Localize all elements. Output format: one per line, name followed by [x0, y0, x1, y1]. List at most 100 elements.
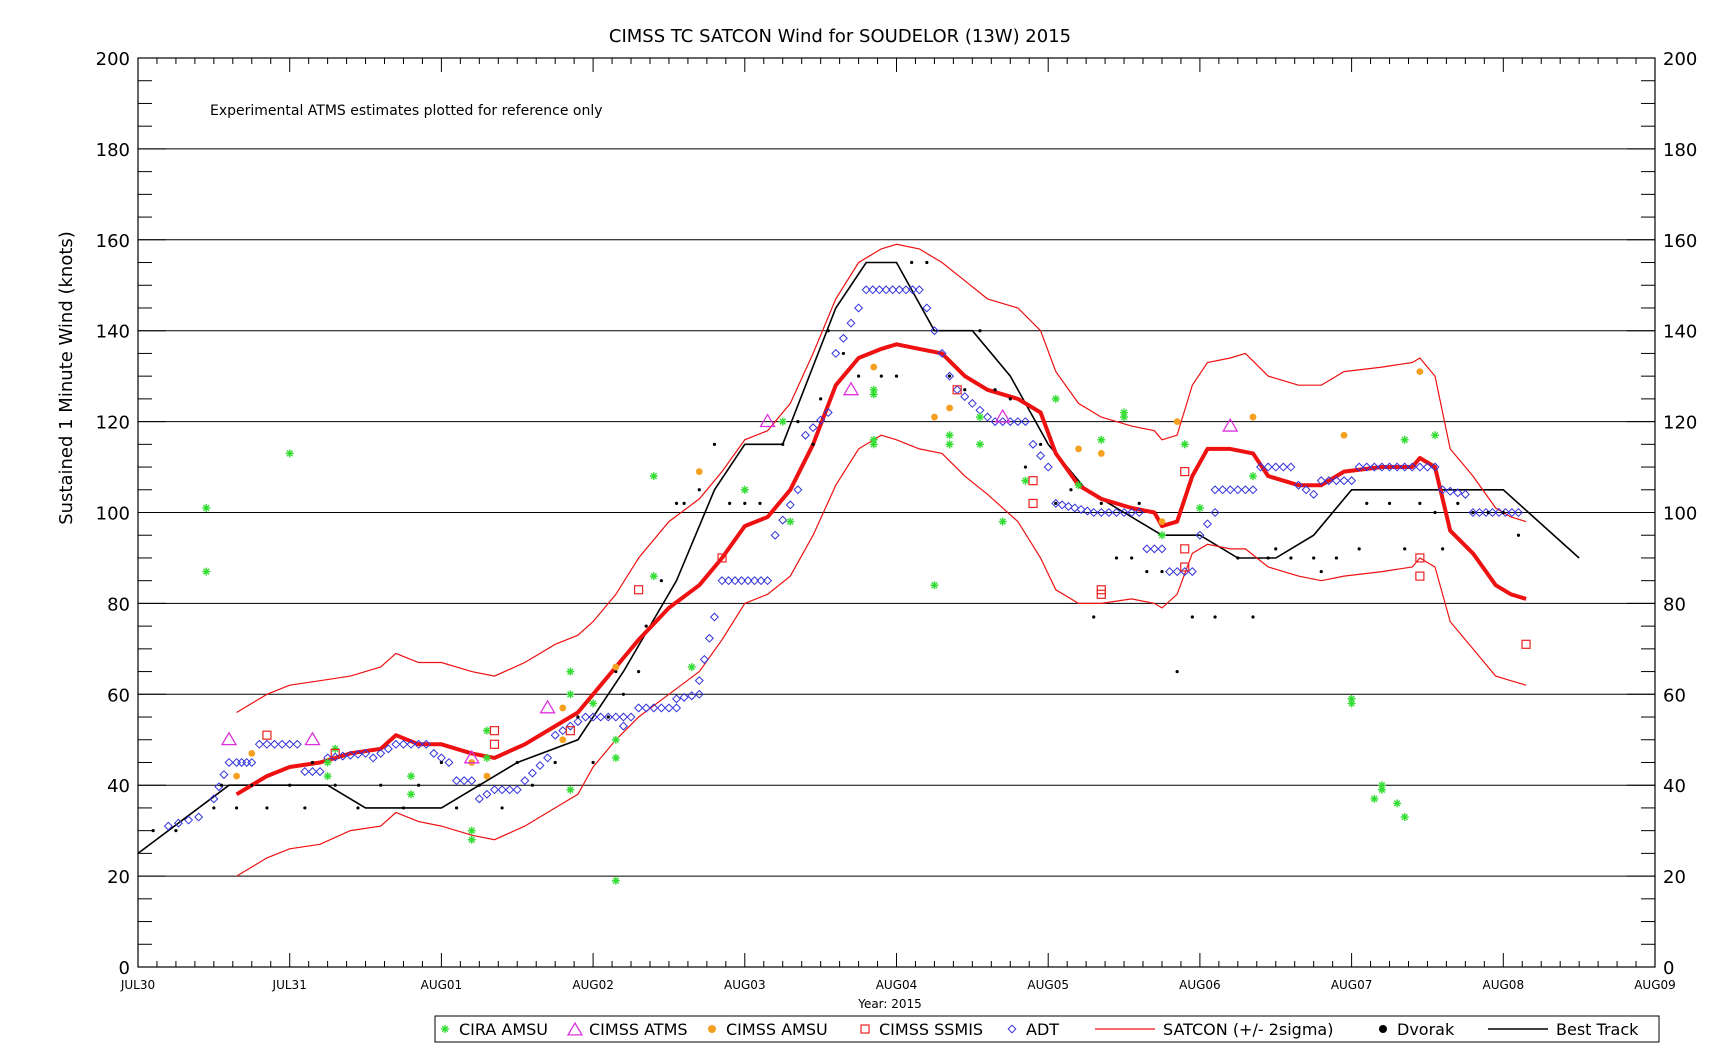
adt-point — [277, 739, 287, 749]
satcon-mean-line — [235, 342, 1527, 797]
cira-amsu-point — [1180, 440, 1189, 449]
cira-amsu-point — [323, 758, 332, 767]
star-stroke — [612, 877, 620, 884]
adt-point — [960, 392, 970, 402]
cira-amsu-point — [945, 440, 954, 449]
star-stroke — [286, 450, 293, 457]
legend-adt-marker — [1007, 1024, 1017, 1034]
adt-point — [338, 751, 348, 761]
dvorak-point — [500, 806, 504, 810]
adt-point — [505, 785, 515, 795]
adt-point — [1218, 485, 1228, 495]
adt-point — [398, 739, 408, 749]
star-stroke — [1393, 800, 1401, 807]
adt-point — [831, 348, 841, 358]
adt-point — [237, 757, 247, 767]
star-stroke — [468, 836, 476, 844]
dvorak-point — [796, 420, 800, 424]
adt-point — [750, 576, 760, 586]
adt-point — [1286, 462, 1296, 472]
cira-amsu-point — [649, 472, 658, 481]
adt-point — [998, 417, 1008, 427]
adt-point — [770, 530, 780, 540]
best-track-line — [137, 261, 1580, 855]
adt-point — [888, 285, 898, 295]
adt-point — [1354, 462, 1364, 472]
cimss-ssmis-point — [1096, 589, 1106, 599]
adt-point — [242, 757, 252, 767]
adt-point — [1149, 544, 1159, 554]
adt-point — [1225, 485, 1235, 495]
adt-point — [687, 691, 697, 701]
dvorak-point — [925, 260, 929, 265]
adt-point — [1043, 462, 1053, 472]
x-tick-label: JUL31 — [272, 978, 307, 992]
adt-point — [793, 485, 803, 495]
adt-point — [1051, 498, 1061, 508]
dvorak-point — [1441, 547, 1445, 551]
adt-point — [1309, 489, 1319, 499]
cimss-amsu-point — [233, 772, 241, 780]
dvorak-point — [515, 760, 519, 765]
adt-point — [1020, 417, 1030, 427]
adt-point — [1119, 507, 1129, 518]
adt-point — [709, 612, 719, 622]
adt-point — [1013, 417, 1023, 427]
cira-amsu-point — [566, 785, 575, 794]
adt-point — [618, 721, 628, 731]
legend-label-dvorak: Dvorak — [1397, 1020, 1455, 1039]
dvorak-point — [1319, 569, 1323, 574]
cimss-atms-point — [463, 749, 480, 764]
dvorak-point — [1190, 615, 1194, 619]
adt-point — [1445, 486, 1455, 496]
adt-point — [573, 717, 583, 727]
cira-amsu-point — [467, 826, 476, 835]
cira-amsu-point — [778, 417, 787, 426]
star-stroke — [441, 1025, 449, 1033]
adt-point — [1134, 507, 1144, 518]
cimss-atms-point — [220, 731, 238, 746]
adt-point — [868, 285, 878, 295]
cira-amsu-point — [1393, 799, 1402, 808]
cira-amsu-point — [407, 772, 416, 781]
cimss-ssmis-point — [1180, 544, 1190, 554]
dvorak-point — [174, 829, 178, 833]
legend-label-cira-amsu: CIRA AMSU — [459, 1020, 548, 1039]
chart-title: CIMSS TC SATCON Wind for SOUDELOR (13W) … — [609, 26, 1071, 47]
dvorak-point — [1418, 501, 1422, 506]
adt-point — [436, 753, 446, 763]
adt-point — [1233, 485, 1243, 495]
cira-amsu-point — [1097, 435, 1106, 444]
adt-point — [376, 748, 386, 758]
dvorak-point — [250, 783, 254, 787]
adt-point — [247, 757, 257, 767]
adt-point — [618, 712, 628, 722]
cira-amsu-point — [1370, 794, 1379, 803]
adt-point — [1400, 462, 1410, 472]
star-stroke — [1052, 395, 1060, 403]
adt-point — [1438, 485, 1448, 495]
adt-point — [800, 430, 810, 440]
adt-point — [1127, 507, 1137, 518]
star-stroke — [589, 700, 597, 707]
legend-cimss-amsu-marker — [708, 1025, 716, 1033]
adt-point — [937, 348, 947, 358]
cimss-amsu-point — [1249, 413, 1257, 421]
star-stroke — [567, 786, 574, 794]
dvorak-point — [1456, 501, 1460, 506]
adt-point — [1494, 507, 1504, 518]
satcon-upper-line — [236, 243, 1527, 714]
adt-point — [254, 739, 264, 749]
adt-point — [808, 423, 818, 433]
cimss-ssmis-point — [262, 730, 272, 740]
adt-point — [861, 285, 871, 295]
cimss-amsu-point — [1340, 431, 1348, 439]
legend-label-best-track: Best Track — [1556, 1020, 1639, 1039]
grid-lines — [138, 148, 1655, 877]
star-stroke — [1158, 531, 1166, 539]
star-stroke — [1098, 436, 1105, 444]
star-stroke — [567, 668, 574, 675]
adt-point — [1422, 462, 1432, 472]
cira-amsu-point — [482, 753, 491, 762]
adt-point — [300, 767, 310, 777]
